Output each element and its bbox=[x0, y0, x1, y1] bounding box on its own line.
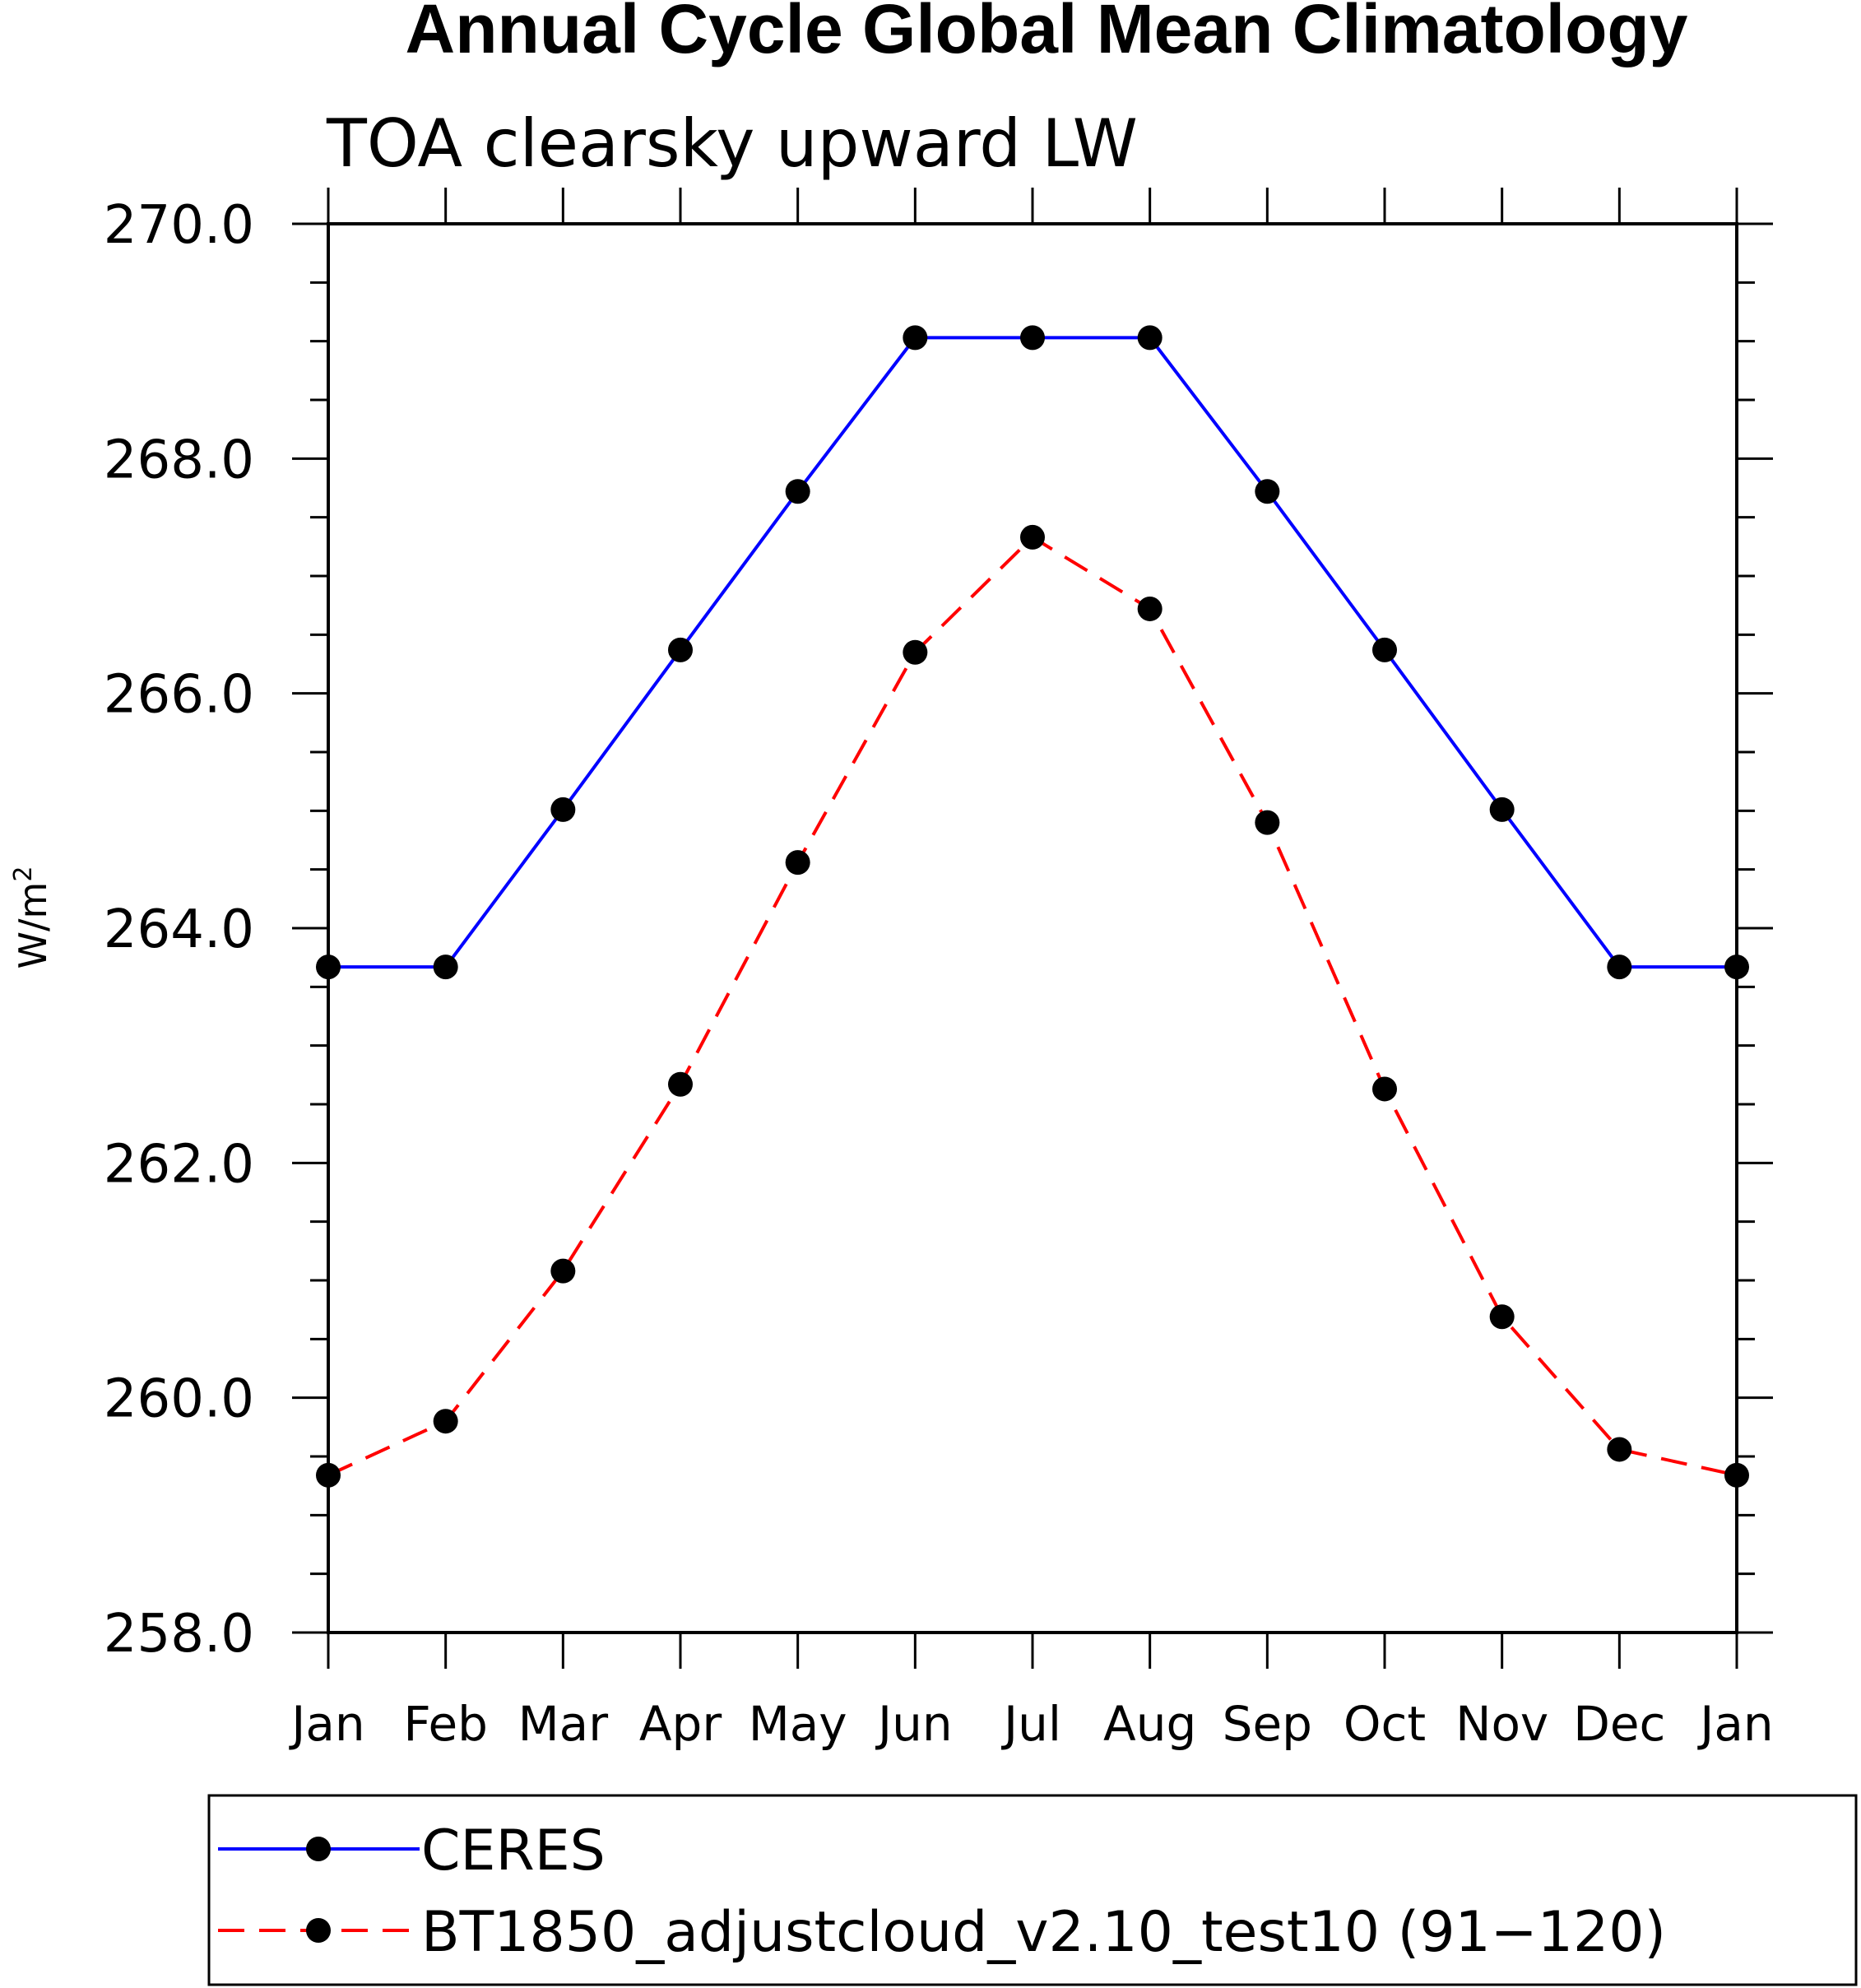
data-point-series-1 bbox=[1020, 524, 1045, 550]
x-tick-label: Mar bbox=[518, 1696, 609, 1752]
legend-label-model: BT1850_adjustcloud_v2.10_test10 (91−120) bbox=[421, 1900, 1666, 1965]
data-point-series-0 bbox=[903, 325, 928, 351]
data-point-series-0 bbox=[1607, 955, 1632, 980]
y-tick-label: 264.0 bbox=[104, 899, 254, 960]
x-tick-label: Dec bbox=[1573, 1696, 1665, 1752]
legend-box bbox=[207, 1794, 1858, 1986]
y-axis-label: W/m2 bbox=[9, 866, 55, 969]
x-tick-label: Nov bbox=[1455, 1696, 1548, 1752]
x-tick-label: May bbox=[749, 1696, 847, 1752]
data-point-series-1 bbox=[903, 639, 928, 665]
series-markers bbox=[316, 325, 1749, 1488]
y-tick-label: 262.0 bbox=[104, 1134, 254, 1195]
axis-ticks bbox=[292, 188, 1773, 1669]
data-point-series-0 bbox=[1255, 479, 1280, 504]
y-tick-label: 268.0 bbox=[104, 430, 254, 490]
data-point-series-1 bbox=[1607, 1437, 1632, 1462]
legend: CERES BT1850_adjustcloud_v2.10_test10 (9… bbox=[207, 1794, 1858, 1986]
data-point-series-1 bbox=[316, 1462, 341, 1488]
legend-marker-ceres bbox=[306, 1837, 331, 1861]
data-point-series-1 bbox=[1724, 1462, 1749, 1488]
y-tick-label: 270.0 bbox=[104, 195, 254, 256]
x-tick-label: Oct bbox=[1344, 1696, 1426, 1752]
data-point-series-1 bbox=[1255, 810, 1280, 835]
x-tick-label: Jul bbox=[1001, 1696, 1061, 1752]
data-point-series-1 bbox=[1137, 596, 1163, 621]
data-point-series-1 bbox=[785, 850, 810, 876]
x-tick-label: Sep bbox=[1223, 1696, 1312, 1752]
data-point-series-0 bbox=[785, 479, 810, 504]
y-tick-label: 258.0 bbox=[104, 1604, 254, 1665]
series-line-1 bbox=[327, 535, 1738, 1477]
x-tick-label: Feb bbox=[403, 1696, 488, 1752]
data-point-series-1 bbox=[433, 1409, 458, 1434]
x-tick-label: Jan bbox=[1697, 1696, 1773, 1752]
series-lines bbox=[327, 336, 1738, 1477]
data-point-series-1 bbox=[1489, 1304, 1515, 1330]
series-line-0 bbox=[328, 336, 1737, 969]
data-point-series-1 bbox=[668, 1071, 693, 1097]
legend-marker-model bbox=[306, 1918, 331, 1943]
data-point-series-1 bbox=[1372, 1076, 1397, 1102]
chart-title: Annual Cycle Global Mean Climatology bbox=[406, 0, 1688, 67]
chart-subtitle: TOA clearsky upward LW bbox=[326, 105, 1138, 182]
data-point-series-0 bbox=[1724, 955, 1749, 980]
data-point-series-0 bbox=[433, 955, 458, 980]
data-point-series-0 bbox=[668, 637, 693, 662]
data-point-series-1 bbox=[550, 1258, 576, 1284]
data-point-series-0 bbox=[1489, 797, 1515, 822]
data-point-series-0 bbox=[550, 797, 576, 822]
legend-label-ceres: CERES bbox=[421, 1818, 606, 1883]
data-point-series-0 bbox=[1372, 637, 1397, 662]
data-point-series-0 bbox=[316, 955, 341, 980]
y-tick-label: 266.0 bbox=[104, 665, 254, 726]
x-tick-label: Jan bbox=[289, 1696, 364, 1752]
plot-frame bbox=[327, 222, 1738, 1634]
x-tick-label: Jun bbox=[875, 1696, 953, 1752]
y-tick-labels: 258.0 260.0 262.0 264.0 266.0 268.0 270.0 bbox=[104, 195, 254, 1665]
x-tick-labels: Jan Feb Mar Apr May Jun Jul Aug Sep Oct Nov Dec Jan bbox=[289, 1696, 1773, 1752]
y-tick-label: 260.0 bbox=[104, 1369, 254, 1430]
x-tick-label: Apr bbox=[639, 1696, 722, 1752]
data-point-series-0 bbox=[1020, 325, 1045, 351]
data-point-series-0 bbox=[1137, 325, 1163, 351]
x-tick-label: Aug bbox=[1103, 1696, 1196, 1752]
